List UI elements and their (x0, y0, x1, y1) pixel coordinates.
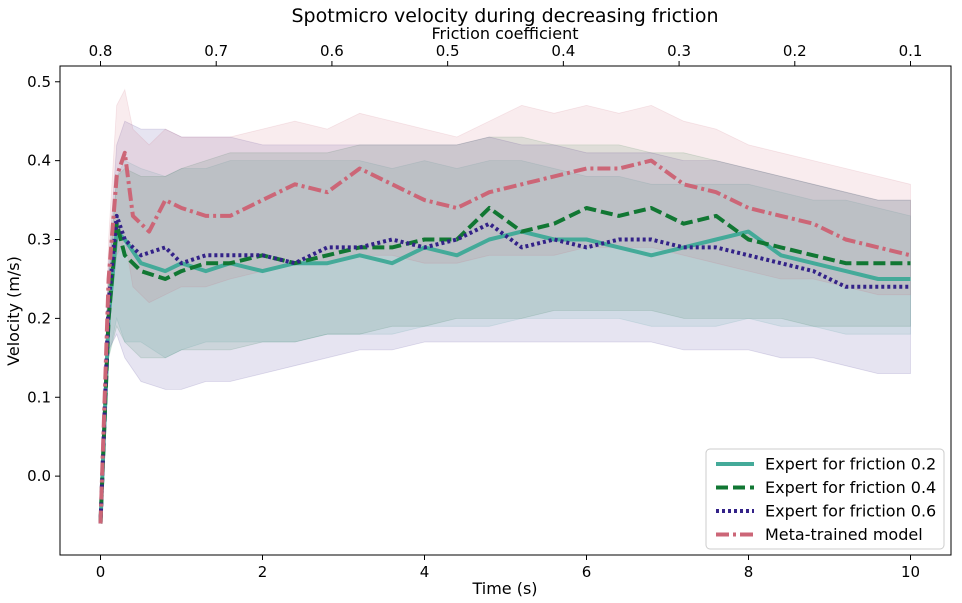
legend-label-4: Meta-trained model (765, 525, 923, 544)
top-axis-label: Friction coefficient (432, 24, 579, 43)
top-tick-label: 0.8 (89, 42, 113, 60)
top-tick-label: 0.3 (667, 42, 691, 60)
x-tick-label: 0 (96, 563, 106, 581)
series-line-1 (98, 229, 911, 524)
y-tick-label: 0.5 (27, 73, 51, 91)
y-tick-label: 0.0 (27, 467, 51, 485)
y-tick-label: 0.2 (27, 309, 51, 327)
legend: Expert for friction 0.2 Expert for fricti… (705, 448, 945, 550)
band-3 (100, 120, 911, 524)
top-tick-label: 0.2 (783, 42, 807, 60)
series-line-4 (98, 150, 911, 524)
band-1 (100, 160, 911, 524)
confidence-bands (100, 88, 911, 524)
series-line-2 (98, 206, 911, 524)
x-axis-label: Time (s) (471, 579, 537, 598)
top-tick-label: 0.6 (320, 42, 344, 60)
y-tick-label: 0.4 (27, 152, 51, 170)
legend-label-1: Expert for friction 0.2 (765, 455, 936, 474)
y-tick-label: 0.1 (27, 388, 51, 406)
y-axis-label: Velocity (m/s) (4, 256, 23, 366)
legend-box (705, 448, 945, 550)
axes: 0 2 4 6 8 10 0.0 0.1 0.2 0.3 0.4 0.5 0.8 0.7 0.6 0.5 0.4… (27, 42, 952, 581)
x-tick-label: 2 (258, 563, 268, 581)
top-tick-label: 0.7 (204, 42, 228, 60)
plot-frame (59, 65, 952, 556)
series-lines (98, 150, 911, 524)
x-tick-label: 8 (744, 563, 754, 581)
chart-title: Spotmicro velocity during decreasing fri… (292, 5, 719, 27)
top-tick-label: 0.4 (551, 42, 575, 60)
legend-label-2: Expert for friction 0.4 (765, 478, 936, 497)
x-tick-label: 6 (582, 563, 592, 581)
y-tick-label: 0.3 (27, 231, 51, 249)
top-tick-label: 0.1 (899, 42, 923, 60)
legend-label-3: Expert for friction 0.6 (765, 502, 936, 521)
top-tick-label: 0.5 (436, 42, 460, 60)
x-tick-label: 10 (901, 563, 920, 581)
x-tick-label: 4 (420, 563, 430, 581)
